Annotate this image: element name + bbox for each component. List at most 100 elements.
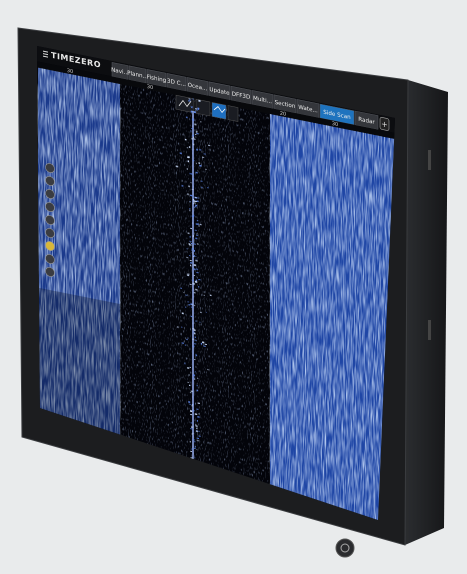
sonar-water-noise: [120, 84, 270, 520]
speckle: [200, 186, 203, 189]
speckle: [187, 273, 190, 276]
tool-button[interactable]: [227, 105, 239, 122]
tool-button[interactable]: [45, 163, 55, 174]
tool-button[interactable]: [45, 176, 55, 187]
speckle: [194, 456, 196, 459]
speckle: [184, 362, 186, 365]
speckle: [199, 223, 202, 226]
speckle: [195, 288, 198, 291]
speckle: [192, 282, 195, 285]
speckle: [187, 381, 189, 383]
speckle: [192, 235, 194, 237]
speckle: [196, 439, 199, 442]
tool-button[interactable]: [211, 102, 227, 120]
tool-button[interactable]: [45, 189, 55, 200]
speckle: [189, 259, 192, 262]
speckle: [190, 130, 192, 132]
speckle: [196, 389, 199, 392]
speckle: [186, 168, 188, 170]
speckle: [180, 326, 183, 328]
sonar-noise-right: [270, 114, 395, 520]
speckle: [195, 510, 198, 513]
tool-button[interactable]: [45, 228, 55, 239]
speckle: [195, 423, 197, 426]
speckle: [192, 338, 194, 341]
tab-label: Fishing: [147, 74, 167, 84]
speckle: [188, 512, 191, 515]
speckle: [191, 499, 194, 501]
speckle: [199, 321, 201, 323]
speckle: [189, 209, 191, 212]
speckle: [194, 413, 198, 416]
speckle: [203, 294, 205, 297]
scale-label: 30: [332, 121, 338, 128]
speckle: [190, 428, 193, 430]
speckle: [193, 447, 196, 449]
speckle: [193, 138, 196, 140]
speckle: [203, 345, 206, 347]
speckle: [194, 133, 197, 136]
speckle: [195, 427, 198, 430]
speckle: [187, 486, 189, 489]
scale-label: 30: [147, 84, 153, 91]
tool-button[interactable]: [45, 202, 55, 213]
speckle: [193, 111, 196, 114]
speckle: [195, 258, 197, 261]
speckle: [184, 344, 187, 347]
speckle: [194, 445, 196, 448]
speckle: [192, 98, 194, 100]
tool-button[interactable]: [195, 98, 211, 117]
speckle: [200, 311, 202, 314]
speckle: [193, 439, 195, 441]
speckle: [196, 384, 199, 387]
speckle: [191, 106, 193, 109]
speckle: [191, 249, 193, 251]
tool-button[interactable]: [45, 241, 55, 252]
speckle: [190, 448, 193, 450]
speckle: [187, 193, 190, 196]
speckle: [200, 180, 203, 182]
sonar-shade: [38, 287, 120, 505]
speckle: [181, 342, 185, 345]
speckle: [190, 261, 193, 264]
speckle: [191, 404, 193, 407]
speckle: [198, 162, 201, 165]
speckle: [192, 134, 195, 137]
speckle: [191, 426, 193, 429]
tab[interactable]: [230, 85, 252, 105]
side-button[interactable]: [428, 320, 431, 340]
speckle: [189, 366, 192, 368]
speckle: [194, 202, 196, 204]
speckle: [192, 202, 195, 205]
tab[interactable]: [296, 99, 320, 119]
speckle: [186, 256, 189, 259]
speckle: [188, 243, 191, 245]
tool-button[interactable]: [45, 254, 55, 265]
speckle: [193, 291, 196, 294]
speckle: [205, 311, 207, 313]
speckle: [195, 354, 198, 357]
add-tab[interactable]: [379, 117, 390, 131]
tab-label: DFF3D: [232, 91, 251, 101]
speckle: [196, 148, 198, 151]
speckle: [195, 279, 198, 282]
speckle: [198, 197, 200, 199]
menu-icon[interactable]: [43, 50, 48, 58]
speckle: [186, 338, 188, 341]
tab-label: Ocea...: [188, 83, 208, 93]
left-toolbar: [45, 163, 55, 278]
tool-button[interactable]: [45, 267, 55, 278]
speckle: [191, 433, 193, 435]
speckle: [196, 420, 199, 422]
speckle: [188, 185, 191, 188]
side-button[interactable]: [428, 150, 431, 170]
speckle: [207, 369, 210, 371]
speckle: [200, 121, 202, 123]
power-knob[interactable]: [335, 538, 355, 558]
speckle: [193, 329, 196, 332]
speckle: [181, 312, 184, 315]
speckle: [196, 223, 199, 226]
tool-button[interactable]: [45, 215, 55, 226]
speckle: [209, 294, 212, 297]
speckle: [195, 171, 198, 174]
